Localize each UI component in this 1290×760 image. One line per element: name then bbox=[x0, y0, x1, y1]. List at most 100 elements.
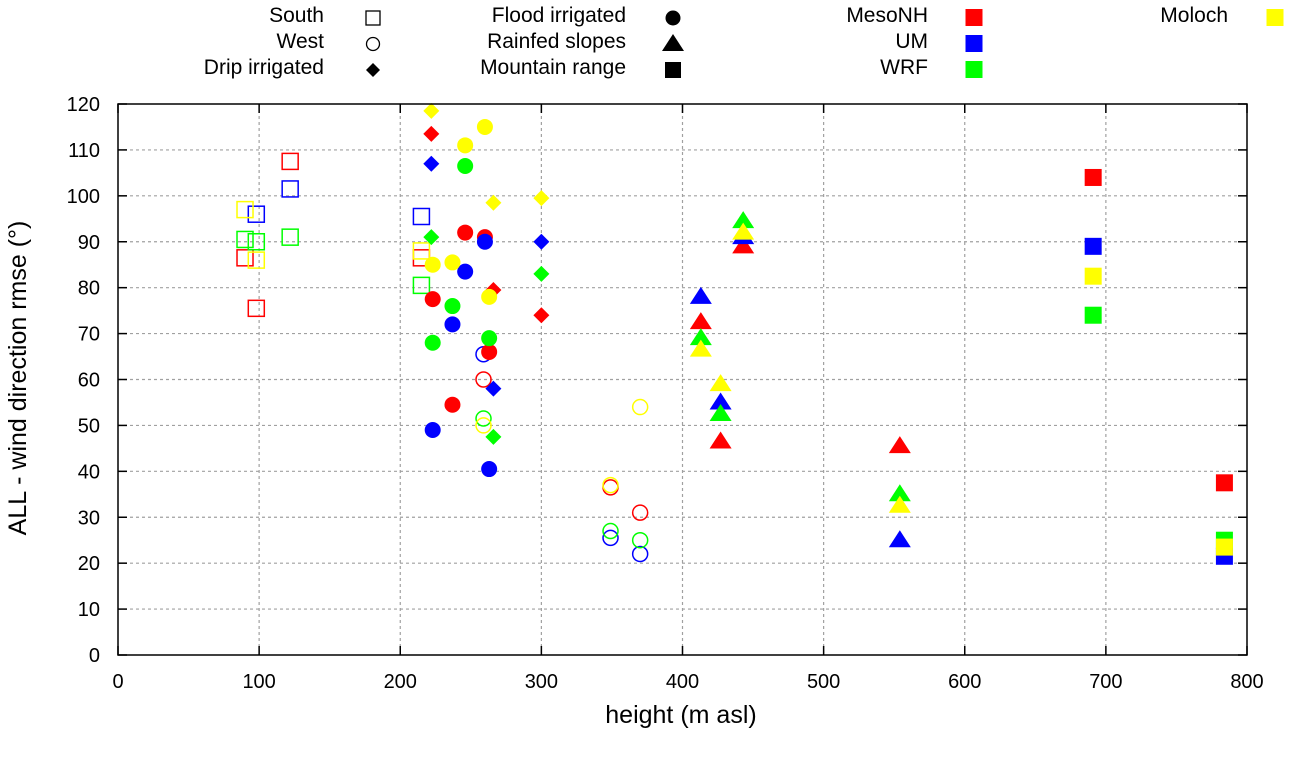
series-mountain-range-mesonh bbox=[1084, 168, 1233, 492]
data-point bbox=[485, 380, 502, 397]
data-point bbox=[281, 152, 299, 171]
series-mountain-range-wrf bbox=[1084, 306, 1233, 549]
data-point bbox=[475, 410, 492, 427]
data-point bbox=[423, 125, 440, 142]
data-point bbox=[481, 343, 498, 360]
series-flood-irrigated-um bbox=[424, 233, 498, 478]
series-flood-irrigated-wrf bbox=[424, 157, 498, 351]
data-point bbox=[485, 194, 502, 211]
data-point bbox=[423, 102, 440, 119]
series-rainfed-slopes-wrf bbox=[689, 211, 911, 502]
series-drip-irrigated-moloch bbox=[423, 102, 550, 211]
data-point bbox=[631, 531, 649, 549]
data-point bbox=[444, 298, 461, 315]
data-point bbox=[481, 288, 498, 305]
data-point bbox=[709, 431, 732, 449]
y-axis-title: ALL - wind direction rmse (°) bbox=[4, 221, 32, 536]
data-point bbox=[732, 236, 755, 254]
legend-open-circle-icon bbox=[365, 36, 381, 52]
y-tick-label: 30 bbox=[78, 507, 100, 529]
data-point bbox=[689, 312, 712, 330]
data-point bbox=[533, 307, 550, 324]
series-west-mesonh bbox=[475, 371, 649, 521]
series-flood-irrigated-moloch bbox=[424, 118, 498, 305]
legend-label: West bbox=[277, 30, 325, 53]
data-point bbox=[247, 299, 266, 318]
data-point bbox=[475, 371, 492, 388]
data-point bbox=[475, 417, 492, 434]
data-point bbox=[412, 242, 431, 260]
legend-color-swatch-icon bbox=[965, 61, 983, 78]
legend-triangle-icon bbox=[662, 34, 684, 51]
series-west-um bbox=[475, 345, 649, 563]
legend-model-label: UM bbox=[895, 30, 928, 53]
data-point bbox=[423, 229, 440, 246]
data-point bbox=[444, 396, 461, 413]
series-rainfed-slopes-mesonh bbox=[689, 236, 911, 454]
axis-ticks bbox=[117, 103, 1248, 656]
data-point bbox=[457, 157, 474, 174]
data-point bbox=[424, 334, 441, 351]
data-point bbox=[533, 190, 550, 207]
legend-label: Mountain range bbox=[480, 56, 626, 79]
data-point bbox=[412, 276, 431, 295]
data-point bbox=[457, 137, 474, 154]
data-point bbox=[602, 522, 619, 540]
data-point bbox=[236, 230, 254, 249]
data-point bbox=[689, 328, 712, 346]
data-point bbox=[444, 254, 461, 271]
legend-model-label: MesoNH bbox=[846, 4, 928, 27]
data-point bbox=[423, 155, 440, 172]
data-point bbox=[247, 205, 266, 223]
data-point bbox=[631, 398, 649, 416]
y-tick-label: 10 bbox=[78, 599, 100, 621]
series-south-um bbox=[247, 180, 431, 226]
x-tick-label: 200 bbox=[384, 671, 417, 693]
data-point bbox=[533, 265, 550, 282]
data-point bbox=[457, 224, 474, 241]
x-tick-label: 0 bbox=[112, 671, 123, 693]
y-tick-label: 80 bbox=[78, 278, 100, 300]
data-points bbox=[236, 102, 1233, 565]
data-point bbox=[247, 233, 266, 251]
legend: South West Drip irrigated Flood irrigated Ra… bbox=[204, 4, 1284, 79]
data-point bbox=[1084, 267, 1102, 285]
legend-model-label: WRF bbox=[880, 56, 928, 79]
series-south-wrf bbox=[236, 228, 431, 295]
series-mountain-range-um bbox=[1084, 237, 1233, 565]
data-point bbox=[1215, 474, 1233, 492]
data-point bbox=[424, 256, 441, 273]
data-point bbox=[689, 286, 712, 304]
data-point bbox=[424, 291, 441, 308]
data-point bbox=[888, 495, 911, 513]
data-point bbox=[457, 263, 474, 280]
data-point bbox=[709, 403, 732, 421]
legend-color-swatch-icon bbox=[965, 35, 983, 52]
x-tick-label: 500 bbox=[807, 671, 840, 693]
y-tick-label: 70 bbox=[78, 324, 100, 346]
series-west-wrf bbox=[475, 410, 649, 549]
legend-model-label: Moloch bbox=[1160, 4, 1228, 27]
data-point bbox=[1084, 306, 1102, 324]
y-tick-label: 100 bbox=[67, 186, 100, 208]
data-point bbox=[424, 422, 441, 439]
data-point bbox=[281, 228, 299, 246]
data-point bbox=[888, 484, 911, 502]
data-point bbox=[602, 476, 619, 494]
data-point bbox=[888, 530, 911, 548]
grid-lines bbox=[118, 104, 1247, 655]
series-mountain-range-moloch bbox=[1084, 267, 1233, 556]
data-point bbox=[476, 233, 493, 250]
tick-labels: 0 10 20 30 40 50 60 70 80 90 100 110 120 0 100 200 300 40… bbox=[67, 94, 1264, 693]
series-south-moloch bbox=[236, 200, 431, 269]
x-tick-label: 700 bbox=[1089, 671, 1122, 693]
x-tick-label: 100 bbox=[242, 671, 275, 693]
legend-color-swatch-icon bbox=[965, 9, 983, 26]
data-point bbox=[481, 330, 498, 347]
legend-filled-square-icon bbox=[665, 62, 681, 78]
series-drip-irrigated-mesonh bbox=[423, 125, 550, 324]
y-tick-label: 50 bbox=[78, 415, 100, 437]
x-tick-label: 600 bbox=[948, 671, 981, 693]
data-point bbox=[236, 200, 254, 219]
